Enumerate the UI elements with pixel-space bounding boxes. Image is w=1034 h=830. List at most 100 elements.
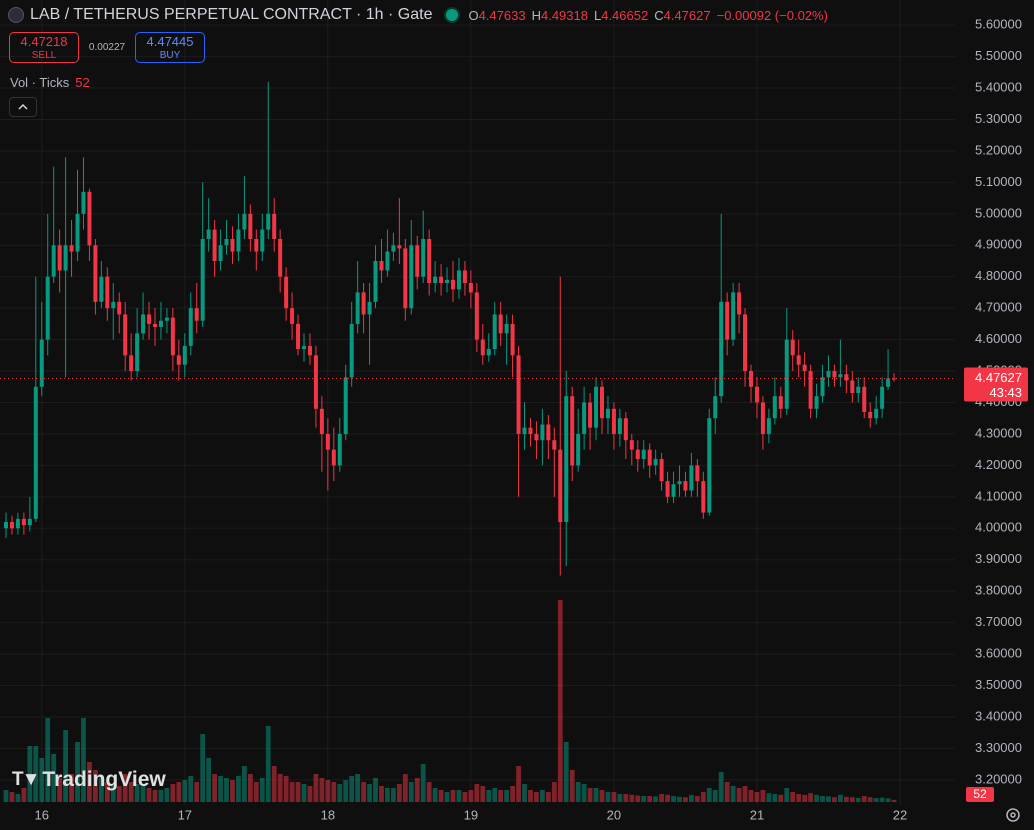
candle-body	[754, 386, 759, 403]
volume-bar	[766, 793, 772, 802]
volume-bar	[855, 798, 861, 802]
candle-body	[415, 245, 420, 277]
candle-body	[337, 433, 342, 466]
header: LAB / TETHERUS PERPETUAL CONTRACT · 1h ·…	[8, 6, 828, 24]
buy-button[interactable]: 4.47445 BUY	[135, 32, 205, 63]
volume-bar	[665, 794, 670, 802]
volume-tag	[966, 787, 994, 802]
sell-button[interactable]: 4.47218 SELL	[9, 32, 79, 63]
candle-body	[868, 411, 873, 419]
candle-body	[570, 396, 575, 466]
volume-bar	[391, 788, 396, 802]
volume-bar	[247, 774, 253, 802]
candle-body	[504, 323, 509, 334]
volume-bar	[271, 766, 277, 802]
volume-bar	[706, 788, 712, 802]
volume-bar	[289, 782, 295, 802]
volume-bar	[21, 788, 27, 802]
volume-bar	[724, 782, 730, 802]
volume-bar	[146, 788, 152, 802]
candle-body	[647, 449, 652, 466]
candle-body	[856, 386, 861, 394]
volume-bar	[599, 790, 605, 802]
volume-bar	[176, 782, 182, 802]
volume-bar	[57, 778, 63, 802]
candle-body	[254, 238, 259, 252]
candle-body	[832, 371, 837, 378]
candle-body	[498, 314, 503, 334]
candle-body	[683, 481, 688, 491]
y-tick-label: 5.00000	[975, 205, 1022, 220]
volume-bar	[39, 758, 45, 802]
volume-bar	[444, 792, 450, 802]
volume-bar	[337, 784, 343, 802]
y-tick-label: 5.20000	[975, 142, 1022, 157]
volume-bar	[569, 770, 575, 802]
volume-label[interactable]: Vol · Ticks	[10, 75, 70, 90]
volume-bar	[838, 794, 843, 802]
volume-bar	[438, 790, 444, 802]
volume-bar	[158, 790, 164, 802]
candle-body	[486, 349, 491, 356]
branding[interactable]: T▼ TradingView	[12, 768, 166, 792]
candle-body	[623, 418, 628, 441]
volume-bar	[885, 798, 891, 802]
volume-bar	[367, 784, 372, 802]
ohlc-values: O4.47633 H4.49318 L4.46652 C4.47627 −0.0…	[468, 8, 827, 23]
volume-bar	[51, 754, 57, 802]
candle-body	[176, 355, 181, 365]
y-tick-label: 4.10000	[975, 488, 1022, 503]
candle-body	[206, 229, 211, 239]
price-change: −0.00092 (−0.02%)	[716, 7, 828, 23]
candle-body	[629, 440, 634, 450]
volume-bar	[224, 778, 229, 802]
volume-bar	[736, 788, 742, 802]
volume-bar	[516, 766, 521, 802]
candle-body	[713, 396, 718, 419]
volume-bar	[426, 782, 432, 802]
logo-mark: T▼	[12, 769, 40, 790]
candle-body	[141, 314, 146, 334]
candle-body	[492, 314, 497, 350]
candle-body	[564, 396, 569, 522]
candle-body	[248, 213, 253, 239]
candle-body	[51, 245, 56, 277]
volume-bar	[486, 790, 492, 802]
settings-button[interactable]	[1006, 808, 1020, 822]
collapse-button[interactable]	[9, 97, 37, 117]
volume-bar	[778, 794, 784, 802]
candle-body	[397, 245, 402, 249]
volume-bar	[432, 788, 438, 802]
candle-body	[33, 386, 38, 519]
market-status	[446, 9, 459, 21]
volume-bar	[420, 764, 426, 802]
candle-body	[707, 418, 712, 513]
ohlc-value: 4.47633	[478, 7, 526, 23]
candle-body	[27, 518, 32, 526]
candle-body	[69, 245, 74, 252]
volume-bar	[742, 786, 748, 802]
candle-body	[689, 465, 694, 491]
candle-body	[719, 301, 724, 397]
candle-body	[439, 276, 444, 284]
candle-body	[528, 427, 533, 434]
symbol-title[interactable]: LAB / TETHERUS PERPETUAL CONTRACT · 1h ·…	[30, 6, 433, 23]
y-tick-label: 5.40000	[975, 79, 1022, 94]
candle-body	[522, 427, 527, 434]
volume-bar	[116, 786, 122, 802]
y-tick-label: 3.90000	[975, 551, 1022, 566]
volume-bar	[373, 778, 378, 802]
volume-bar	[694, 796, 700, 802]
candle-body	[290, 308, 295, 324]
candle-body	[725, 301, 730, 340]
volume-bar	[140, 786, 146, 802]
volume-bar	[677, 796, 682, 802]
candle-body	[605, 408, 610, 419]
candle-body	[182, 345, 187, 365]
volume-bar	[236, 776, 241, 802]
volume-bar	[468, 790, 474, 802]
candle-body	[594, 386, 599, 428]
candle-body	[552, 440, 557, 450]
candle-body	[546, 424, 551, 441]
candle-body	[230, 238, 235, 252]
